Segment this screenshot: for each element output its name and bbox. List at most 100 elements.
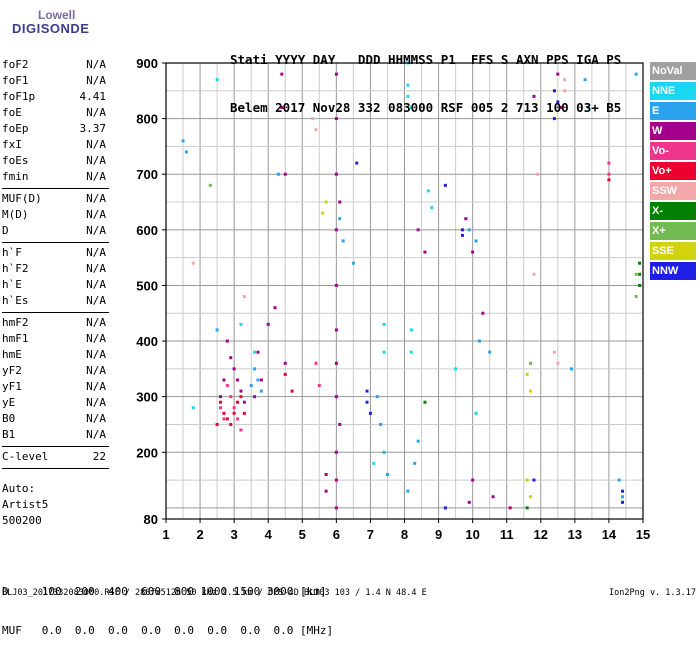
data-point [229, 422, 233, 426]
param-value: N/A [86, 246, 106, 259]
param-label: foF1 [2, 74, 29, 87]
data-point [556, 72, 560, 76]
data-point [532, 272, 536, 276]
x-tick-label: 8 [401, 527, 408, 542]
data-point [324, 200, 328, 204]
data-point [290, 389, 294, 393]
data-point [283, 172, 287, 176]
param-row: yF1 N/A [2, 380, 109, 396]
param-label: hmF1 [2, 332, 29, 345]
data-point [508, 506, 512, 510]
data-point [607, 161, 611, 165]
x-tick-label: 9 [435, 527, 442, 542]
data-point [638, 272, 642, 276]
data-point [181, 139, 185, 143]
data-point [184, 150, 188, 154]
x-tick-label: 4 [265, 527, 273, 542]
param-label: B1 [2, 428, 16, 441]
data-point [621, 500, 625, 504]
data-point [334, 228, 338, 232]
autoscaling-info: Auto: Artist5 500200 [2, 481, 48, 529]
param-label: MUF(D) [2, 192, 42, 205]
param-value: N/A [86, 192, 106, 205]
param-label: B0 [2, 412, 16, 425]
header-row-values: Belem 2017 Nov28 332 083000 RSF 005 2 71… [230, 100, 622, 115]
data-point [416, 439, 420, 443]
data-point [406, 94, 410, 98]
data-point [239, 389, 243, 393]
param-row: B1 N/A [2, 428, 109, 444]
data-point [423, 400, 427, 404]
param-row: fxI N/A [2, 138, 109, 154]
data-point [236, 378, 240, 382]
data-point [464, 217, 468, 221]
data-point [191, 406, 195, 410]
data-point [341, 239, 345, 243]
param-row: foEs N/A [2, 154, 109, 170]
data-point [232, 367, 236, 371]
y-tick-label: 900 [136, 56, 158, 71]
data-point [283, 361, 287, 365]
param-separator [2, 312, 109, 313]
param-label: h`F2 [2, 262, 29, 275]
y-tick-label: 600 [136, 223, 158, 238]
data-point [385, 473, 389, 477]
param-label: foE [2, 106, 22, 119]
y-tick-label: 300 [136, 390, 158, 405]
data-point [232, 411, 236, 415]
data-point [481, 311, 485, 315]
param-separator [2, 446, 109, 447]
muf-distance-row: D 100 200 400 600 800 1000 1500 3000 [km… [2, 585, 327, 598]
legend-item: Vo- [650, 142, 696, 160]
muf-table: D 100 200 400 600 800 1000 1500 3000 [km… [2, 559, 333, 650]
param-label: foEp [2, 122, 29, 135]
legend-item: E [650, 102, 696, 120]
data-point [222, 417, 226, 421]
data-point [443, 506, 447, 510]
data-point [236, 417, 240, 421]
data-point [477, 339, 481, 343]
data-point [583, 78, 587, 82]
param-row: foF1 N/A [2, 74, 109, 90]
param-value: N/A [86, 316, 106, 329]
data-point [219, 395, 223, 399]
data-point [471, 478, 475, 482]
data-points [181, 61, 642, 510]
tick-labels: 1 2 3 4 5 6 7 8 9 10 11 12 13 14 158020030040050060070… [136, 56, 650, 542]
legend-item: W [650, 122, 696, 140]
data-point [529, 361, 533, 365]
param-row: foE N/A [2, 106, 109, 122]
legend-item: NoVal [650, 62, 696, 80]
param-label: foF1p [2, 90, 36, 103]
data-point [474, 239, 478, 243]
data-point [413, 461, 417, 465]
data-point [638, 283, 642, 287]
footer-version: Ion2Png v. 1.3.17 [609, 588, 696, 598]
param-row: foF2 N/A [2, 58, 109, 74]
x-tick-label: 15 [636, 527, 650, 542]
param-row: foF1p 4.41 [2, 90, 109, 106]
legend-item: X+ [650, 222, 696, 240]
file-footer: BLJ03_2017332083000.RSF / 280fx512h 50 k… [2, 588, 696, 598]
x-tick-label: 12 [534, 527, 548, 542]
param-label: hmE [2, 348, 22, 361]
data-point [334, 283, 338, 287]
data-point [563, 78, 567, 82]
param-value: N/A [86, 138, 106, 151]
param-label: h`Es [2, 294, 29, 307]
data-point [532, 478, 536, 482]
data-point [225, 417, 229, 421]
param-label: D [2, 224, 9, 237]
param-label: foF2 [2, 58, 29, 71]
data-point [460, 233, 464, 237]
param-separator [2, 188, 109, 189]
param-value: N/A [86, 348, 106, 361]
data-point [416, 228, 420, 232]
legend-item: Vo+ [650, 162, 696, 180]
param-value: N/A [86, 224, 106, 237]
y-tick-label: 400 [136, 334, 158, 349]
param-value: N/A [86, 106, 106, 119]
data-point [259, 389, 263, 393]
data-point [225, 384, 229, 388]
legend-item: NNW [650, 262, 696, 280]
